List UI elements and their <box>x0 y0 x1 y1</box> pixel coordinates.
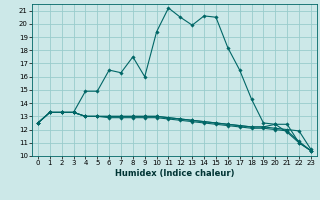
X-axis label: Humidex (Indice chaleur): Humidex (Indice chaleur) <box>115 169 234 178</box>
